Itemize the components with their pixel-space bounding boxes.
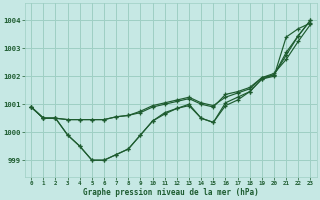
X-axis label: Graphe pression niveau de la mer (hPa): Graphe pression niveau de la mer (hPa) <box>83 188 259 197</box>
